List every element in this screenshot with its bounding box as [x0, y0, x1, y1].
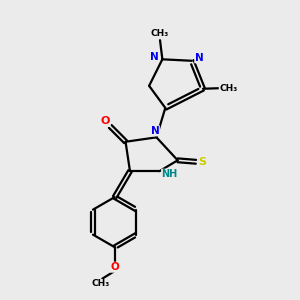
Text: NH: NH: [162, 169, 178, 179]
Text: N: N: [151, 126, 159, 136]
Text: O: O: [110, 262, 119, 272]
Text: N: N: [150, 52, 158, 62]
Text: S: S: [198, 157, 206, 167]
Text: CH₃: CH₃: [151, 29, 169, 38]
Text: O: O: [100, 116, 110, 126]
Text: CH₃: CH₃: [219, 84, 237, 93]
Text: CH₃: CH₃: [92, 280, 110, 289]
Text: N: N: [195, 53, 203, 63]
